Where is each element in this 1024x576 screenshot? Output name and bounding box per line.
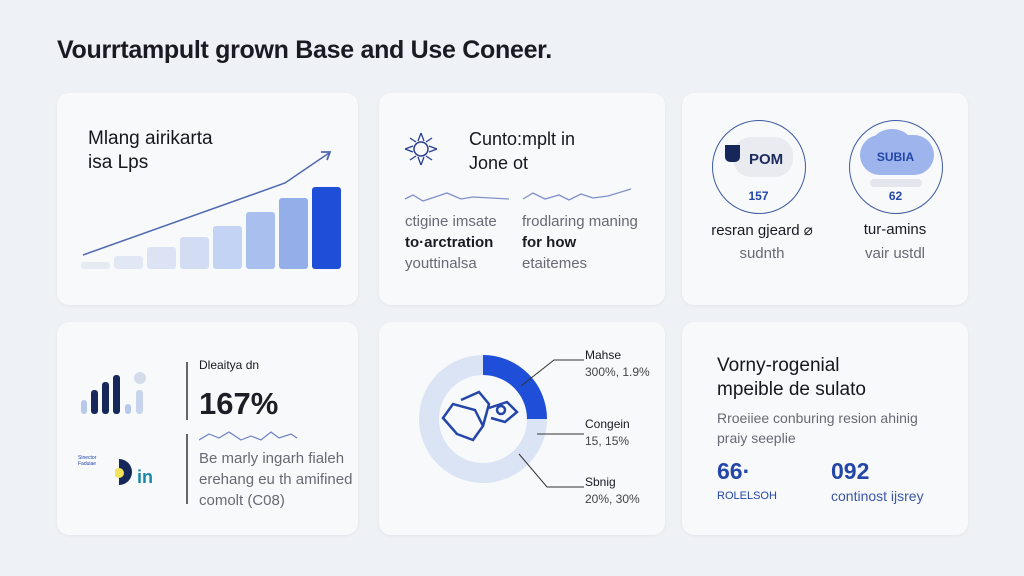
heading-line: Cunto:mplt in [469, 129, 576, 149]
bar [279, 198, 308, 269]
bar [147, 247, 176, 269]
services-card: POM 157 SUBIA 62 resran gjeard ⌀ sudnth … [682, 93, 968, 305]
donut-card: Mahse 300%, 1.9% Congein 15, 15% Sbnig 2… [379, 322, 665, 535]
segment-value: 20%, 30% [585, 492, 640, 506]
heading-line: Vorny-rogenial [717, 355, 840, 376]
subia-badge: SUBIA 62 [849, 120, 943, 214]
heading-line: isa Lps [88, 152, 149, 173]
desc-line: comolt (C08) [199, 492, 285, 509]
bar [114, 256, 143, 269]
stat-label: Dleaitya dn [199, 358, 260, 372]
logo-caption: Sinector Faduiae [78, 455, 97, 467]
pom-badge: POM 157 [712, 120, 806, 214]
bar [312, 187, 341, 269]
stat-value: 167% [199, 386, 279, 421]
sun-icon [404, 132, 438, 166]
text-line: ctigine imsate [405, 213, 497, 230]
content-card: Cunto:mplt in Jone ot ctigine imsate to·… [379, 93, 665, 305]
leader-line [520, 359, 584, 387]
stat-card: Dleaitya dn 167% Sinector Faduiae in Be … [57, 322, 358, 535]
bar [246, 212, 275, 269]
text-line: to·arctration [405, 234, 494, 251]
arrow-head-icon [321, 151, 332, 161]
stat-label: ROLELSOH [717, 490, 777, 502]
leader-line [518, 453, 584, 488]
summary-card: Vorny-rogenial mpeible de sulato Rroeiie… [682, 322, 968, 535]
item-sub: sudnth [739, 245, 785, 262]
bar [180, 237, 209, 269]
growth-heading: Mlang airikarta isa Lps [88, 127, 213, 175]
heading-line: Jone ot [469, 153, 529, 173]
stat-value: 092 [831, 458, 870, 484]
desc-line: praiy seeplie [717, 430, 796, 446]
badge-value: 157 [748, 189, 769, 203]
logo-text: SUBIA [876, 150, 915, 164]
donut-chart [419, 355, 584, 488]
logo-text: POM [749, 151, 784, 168]
signal-bars-icon [81, 372, 146, 414]
desc-line: erehang eu th amifined [199, 471, 353, 488]
shield-icon [725, 145, 740, 162]
text-line: etaitemes [522, 255, 588, 272]
segment-label: Mahse [585, 348, 622, 362]
text-line: youttinalsa [405, 255, 477, 272]
trend-line [82, 152, 330, 256]
sparklines [404, 188, 632, 202]
desc-line: Rroeiiee conburing resion ahinig [717, 410, 918, 426]
segment-value: 300%, 1.9% [585, 365, 650, 379]
segment-label: Sbnig [585, 475, 616, 489]
item-label: resran gjeard ⌀ [711, 222, 813, 239]
segment-label: Congein [585, 417, 630, 431]
desc-line: Be marly ingarh fialeh [199, 450, 345, 467]
text-line: frodlaring maning [522, 213, 638, 230]
item-sub: vair ustdl [864, 245, 926, 262]
heading-line: Mlang airikarta [88, 128, 213, 149]
growth-bar-chart [81, 151, 341, 269]
bar [81, 262, 110, 269]
donut-highlight-segment [482, 355, 547, 420]
item-label: tur-amins [863, 221, 927, 238]
handshake-icon [441, 390, 519, 442]
badge-value: 62 [888, 189, 903, 203]
segment-value: 15, 15% [585, 434, 630, 448]
text-line: for how [522, 234, 577, 251]
stat-value: 66· [717, 458, 751, 484]
sparkline [199, 431, 298, 441]
logo-text: in [137, 467, 153, 487]
stat-label: continost ijsrey [831, 488, 924, 504]
heading-line: mpeible de sulato [717, 379, 866, 400]
logo-mark-icon [115, 459, 132, 485]
page-title: Vourrtampult grown Base and Use Coneer. [57, 36, 552, 64]
growth-card: Mlang airikarta isa Lps [57, 93, 358, 305]
bar [213, 226, 242, 269]
